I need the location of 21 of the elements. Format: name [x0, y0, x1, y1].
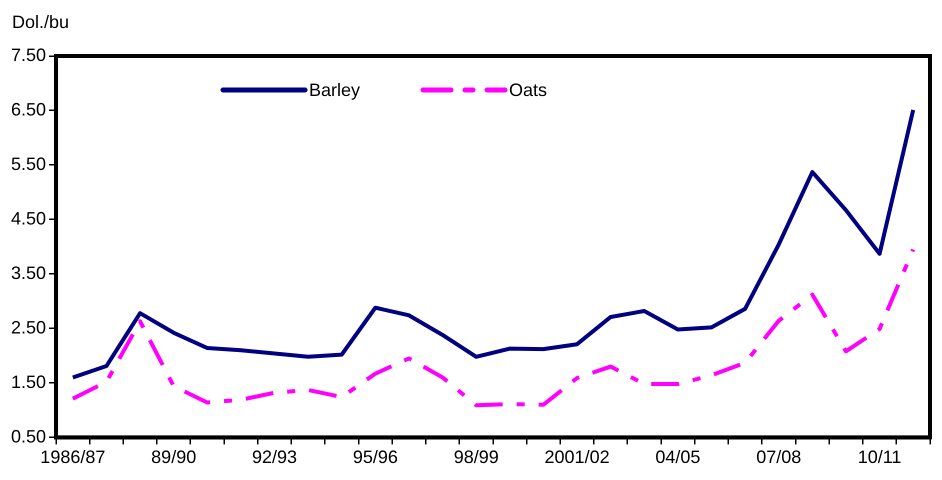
x-tick-label: 89/90 — [151, 447, 196, 468]
y-tick-label: 7.50 — [10, 44, 46, 65]
y-tick-label: 3.50 — [10, 262, 46, 283]
y-tick-label: 6.50 — [10, 99, 46, 120]
legend-label: Oats — [509, 80, 548, 100]
x-tick-label: 10/11 — [858, 447, 902, 468]
y-tick-label: 4.50 — [10, 208, 46, 228]
x-tick-label: 1986/87 — [40, 447, 106, 468]
line-series — [70, 247, 916, 408]
x-tick-label: 07/08 — [756, 447, 802, 468]
y-tick-label: 2.50 — [10, 317, 46, 338]
x-tick-label: 95/96 — [352, 447, 398, 468]
y-axis-title: Dol./bu — [12, 12, 70, 32]
y-tick-label: 1.50 — [10, 372, 46, 392]
x-tick-label: 2001/02 — [544, 447, 610, 468]
y-tick-label: 0.50 — [10, 426, 46, 446]
y-tick-label: 5.50 — [10, 154, 46, 174]
legend-label: Barley — [309, 80, 360, 100]
x-tick-label: 92/93 — [252, 447, 298, 468]
x-tick-label: 04/05 — [655, 447, 700, 468]
x-tick-label: 98/99 — [454, 447, 499, 468]
